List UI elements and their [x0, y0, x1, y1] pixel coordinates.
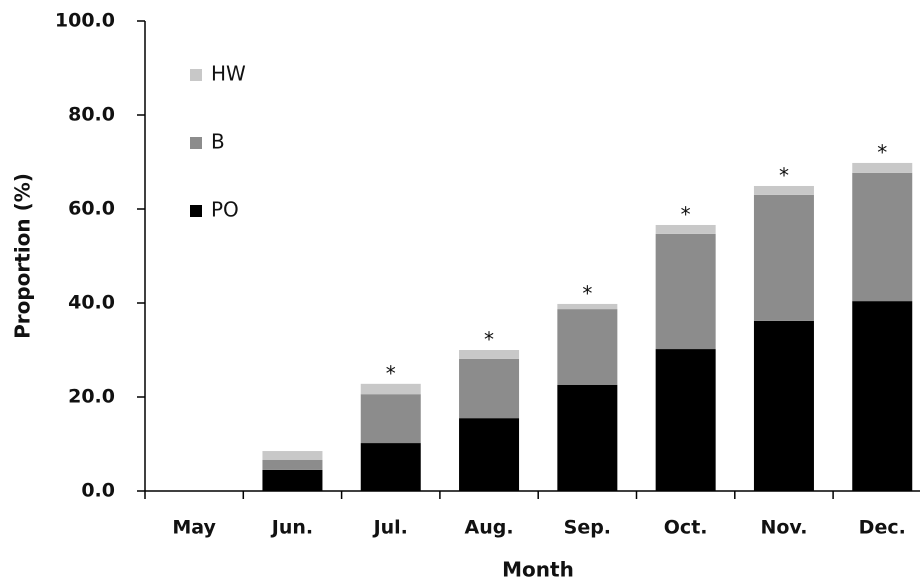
bar-segment	[360, 443, 421, 491]
legend-swatch	[190, 69, 202, 81]
x-axis-label: Month	[502, 558, 574, 582]
bar-segment	[852, 172, 913, 302]
x-tick-label: Sep.	[564, 517, 611, 539]
bar-segment	[557, 309, 618, 385]
y-tick-label: 100.0	[55, 10, 115, 32]
bar-segment	[459, 358, 520, 419]
bar-segment	[852, 301, 913, 491]
significance-mark: *	[877, 140, 887, 164]
x-tick-label: Jul.	[372, 517, 408, 539]
bar-segment	[459, 350, 520, 359]
y-tick-label: 80.0	[68, 104, 115, 126]
significance-mark: *	[681, 202, 691, 226]
legend-label: B	[211, 130, 225, 154]
bar-segment	[262, 469, 323, 491]
bar-segment	[459, 418, 520, 491]
bar-segment	[753, 320, 814, 491]
bar-segment	[753, 185, 814, 195]
legend-label: PO	[211, 198, 239, 222]
y-tick-label: 0.0	[81, 480, 115, 502]
legend-swatch	[190, 137, 202, 149]
y-tick-label: 20.0	[68, 386, 115, 408]
x-tick-label: May	[172, 517, 216, 539]
significance-mark: *	[484, 328, 494, 352]
bar-segment	[557, 384, 618, 491]
bar-segment	[262, 459, 323, 470]
bar-segment	[655, 349, 716, 491]
x-tick-label: Dec.	[859, 517, 906, 539]
significance-mark: *	[386, 361, 396, 385]
y-axis-label: Proportion (%)	[11, 173, 35, 339]
bar-segment	[262, 451, 323, 460]
significance-mark: *	[779, 163, 789, 187]
bar-segment	[360, 394, 421, 444]
legend-label: HW	[211, 62, 246, 86]
y-tick-label: 60.0	[68, 198, 115, 220]
bar-segment	[360, 383, 421, 395]
legend-swatch	[190, 205, 202, 217]
significance-mark: *	[582, 281, 592, 305]
x-tick-label: Nov.	[760, 517, 807, 539]
x-tick-label: Oct.	[664, 517, 708, 539]
x-tick-label: Jun.	[270, 517, 313, 539]
y-tick-label: 40.0	[68, 292, 115, 314]
bar-segment	[753, 194, 814, 321]
bar-segment	[655, 233, 716, 350]
x-tick-label: Aug.	[465, 517, 514, 539]
bar-segment	[852, 162, 913, 173]
bar-segment	[655, 224, 716, 234]
bar-segment	[557, 303, 618, 310]
